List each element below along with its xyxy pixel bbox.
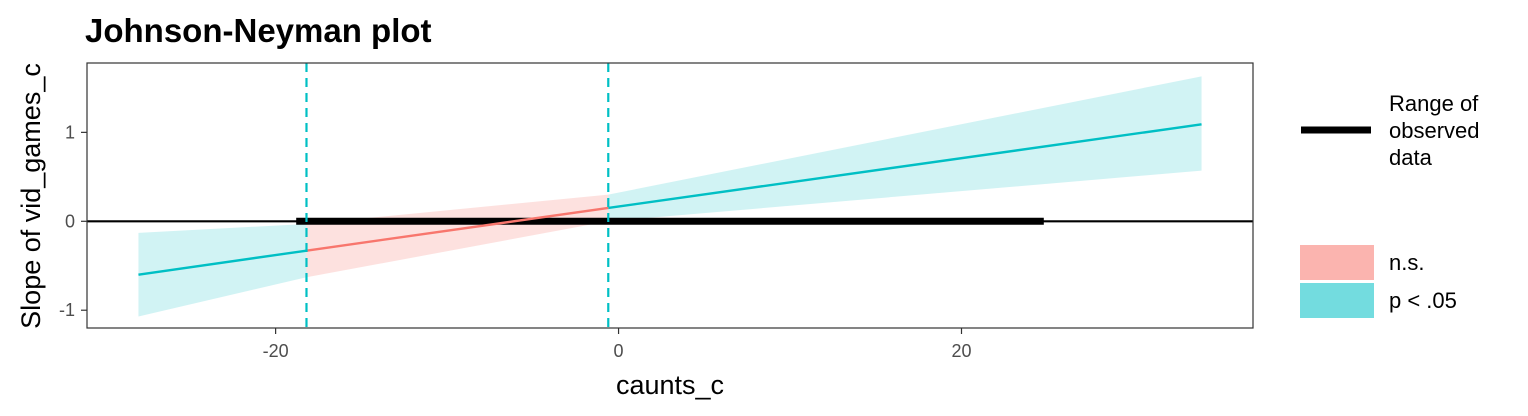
x-axis-title: caunts_c: [616, 370, 724, 400]
y-axis: -1 0 1: [59, 122, 87, 320]
plot-background: [87, 63, 1253, 328]
slope-line: [306, 206, 609, 252]
legend-fill-label: n.s.: [1389, 250, 1424, 275]
confidence-band: [608, 76, 1202, 222]
legend: Range of observed data n.s. p < .05: [1300, 91, 1480, 318]
y-tick-label: 1: [65, 122, 75, 142]
legend-fill-key: [1300, 245, 1374, 280]
x-axis: -20 0 20: [263, 328, 972, 361]
x-tick-label: 20: [951, 341, 971, 361]
y-axis-title: Slope of vid_games_c: [16, 63, 46, 329]
legend-observed-range-label: Range of observed data: [1389, 91, 1480, 170]
plot-border: [86, 62, 1254, 329]
chart-title: Johnson-Neyman plot: [85, 12, 432, 49]
confidence-band: [306, 194, 609, 278]
plot-area: [86, 62, 1254, 329]
x-tick-label: -20: [263, 341, 289, 361]
legend-fill-key: [1300, 283, 1374, 318]
x-tick-label: 0: [614, 341, 624, 361]
y-tick-label: 0: [65, 211, 75, 231]
legend-fill-label: p < .05: [1389, 288, 1457, 313]
slope-line: [138, 249, 307, 276]
y-tick-label: -1: [59, 300, 75, 320]
slope-line: [608, 123, 1202, 210]
confidence-band: [138, 223, 307, 317]
